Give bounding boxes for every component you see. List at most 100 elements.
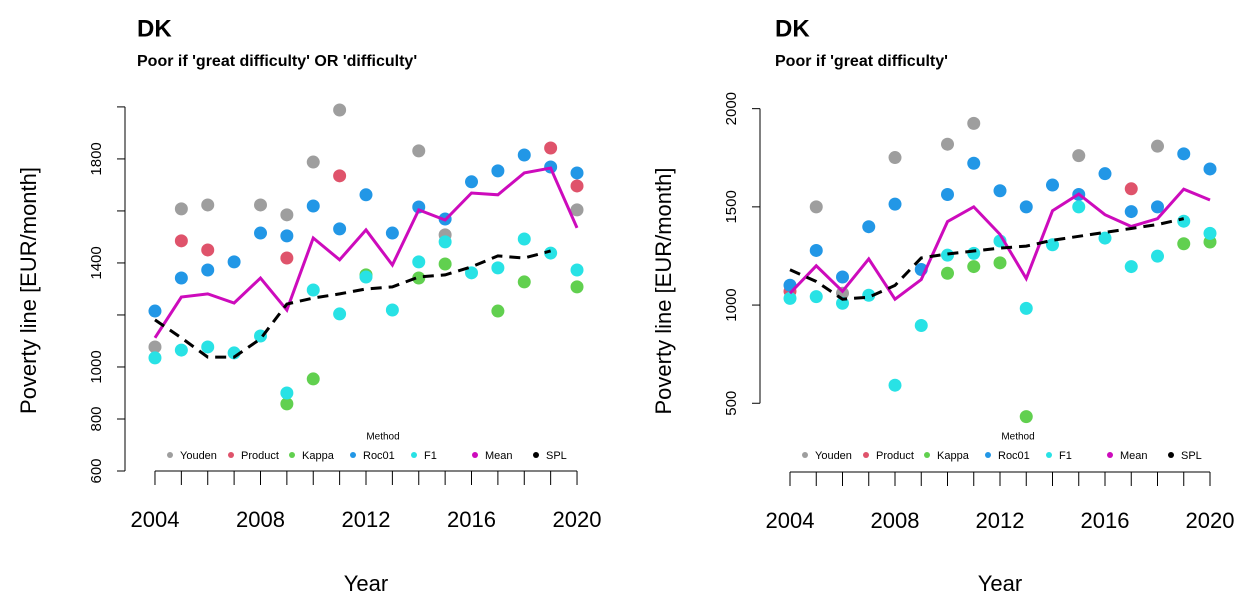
data-point bbox=[517, 148, 531, 162]
x-tick-label: 2004 bbox=[766, 508, 815, 533]
data-point bbox=[836, 270, 849, 284]
legend-title: Method bbox=[366, 432, 399, 443]
data-point bbox=[1072, 149, 1086, 163]
legend-label: SPL bbox=[1181, 450, 1202, 462]
legend-label: F1 bbox=[1059, 450, 1072, 462]
data-point bbox=[809, 243, 823, 257]
data-point bbox=[280, 251, 294, 265]
subtitle: Poor if 'great difficulty' OR 'difficult… bbox=[137, 53, 417, 70]
legend-marker bbox=[228, 452, 234, 458]
legend-title: Method bbox=[1001, 432, 1034, 443]
legend-marker bbox=[985, 452, 991, 458]
data-point bbox=[412, 144, 426, 158]
data-point bbox=[1124, 205, 1138, 219]
data-point bbox=[280, 208, 294, 222]
legend-label: Youden bbox=[815, 450, 852, 462]
series-line bbox=[789, 217, 1185, 301]
data-point bbox=[412, 271, 426, 285]
legend-marker bbox=[802, 452, 808, 458]
data-point bbox=[465, 266, 479, 280]
legend-marker bbox=[533, 452, 539, 458]
legend-marker bbox=[411, 452, 417, 458]
data-point bbox=[280, 397, 294, 411]
data-point bbox=[1203, 162, 1217, 176]
legend-marker bbox=[1046, 452, 1052, 458]
data-point bbox=[993, 184, 1007, 198]
x-tick-label: 2020 bbox=[553, 507, 602, 532]
x-axis-label: Year bbox=[344, 571, 388, 596]
data-point bbox=[438, 235, 452, 249]
data-point bbox=[201, 340, 215, 354]
data-point bbox=[1151, 139, 1164, 153]
data-point bbox=[306, 283, 320, 297]
data-point bbox=[412, 255, 426, 269]
data-point bbox=[544, 246, 558, 260]
data-point bbox=[465, 175, 479, 189]
data-point bbox=[306, 199, 320, 213]
legend-marker bbox=[472, 452, 478, 458]
title: DK bbox=[775, 15, 810, 42]
data-point bbox=[1019, 410, 1033, 424]
data-point bbox=[941, 266, 954, 280]
legend-label: Kappa bbox=[302, 450, 335, 462]
data-point bbox=[544, 141, 558, 155]
data-point bbox=[941, 187, 954, 201]
data-point bbox=[359, 188, 373, 202]
x-tick-label: 2012 bbox=[342, 507, 391, 532]
data-point bbox=[783, 291, 797, 305]
legend-marker bbox=[289, 452, 295, 458]
data-point bbox=[570, 166, 584, 180]
legend-label: Product bbox=[876, 450, 914, 462]
y-tick-label: 800 bbox=[88, 406, 105, 431]
data-point bbox=[570, 179, 584, 193]
data-point bbox=[333, 307, 347, 321]
data-point bbox=[967, 260, 981, 274]
data-point bbox=[280, 386, 294, 400]
data-point bbox=[491, 261, 505, 275]
data-point bbox=[1046, 238, 1059, 252]
data-point bbox=[993, 256, 1007, 270]
title: DK bbox=[137, 15, 172, 42]
data-point bbox=[941, 248, 954, 262]
data-point bbox=[438, 257, 452, 271]
data-point bbox=[201, 198, 215, 212]
data-point bbox=[333, 103, 347, 117]
data-point bbox=[517, 232, 531, 246]
legend-label: F1 bbox=[424, 450, 437, 462]
y-axis-label: Poverty line [EUR/month] bbox=[16, 167, 41, 414]
legend-marker bbox=[167, 452, 173, 458]
data-point bbox=[809, 290, 823, 304]
legend-label: Kappa bbox=[937, 450, 970, 462]
data-point bbox=[1124, 182, 1138, 196]
legend-marker bbox=[350, 452, 356, 458]
data-point bbox=[1177, 237, 1191, 251]
data-point bbox=[280, 229, 294, 243]
x-tick-label: 2020 bbox=[1186, 508, 1235, 533]
legend-label: SPL bbox=[546, 450, 567, 462]
data-point bbox=[1072, 200, 1086, 214]
y-tick-label: 1500 bbox=[723, 190, 740, 223]
y-tick-label: 1400 bbox=[88, 246, 105, 279]
data-point bbox=[1019, 301, 1033, 315]
data-point bbox=[862, 220, 876, 234]
data-point bbox=[148, 351, 162, 365]
x-tick-label: 2008 bbox=[236, 507, 285, 532]
data-point bbox=[253, 198, 267, 212]
legend-marker bbox=[1107, 452, 1113, 458]
legend-label: Roc01 bbox=[363, 450, 395, 462]
x-tick-label: 2008 bbox=[871, 508, 920, 533]
data-point bbox=[570, 203, 584, 217]
data-point bbox=[888, 151, 902, 165]
data-point bbox=[385, 226, 399, 240]
y-axis-label: Poverty line [EUR/month] bbox=[651, 168, 676, 415]
y-tick-label: 1000 bbox=[723, 288, 740, 321]
data-point bbox=[174, 343, 188, 357]
legend-label: Mean bbox=[485, 450, 513, 462]
data-point bbox=[570, 263, 584, 277]
data-point bbox=[967, 156, 981, 170]
data-point bbox=[1098, 167, 1112, 181]
data-point bbox=[1124, 260, 1138, 274]
data-point bbox=[1151, 249, 1164, 263]
